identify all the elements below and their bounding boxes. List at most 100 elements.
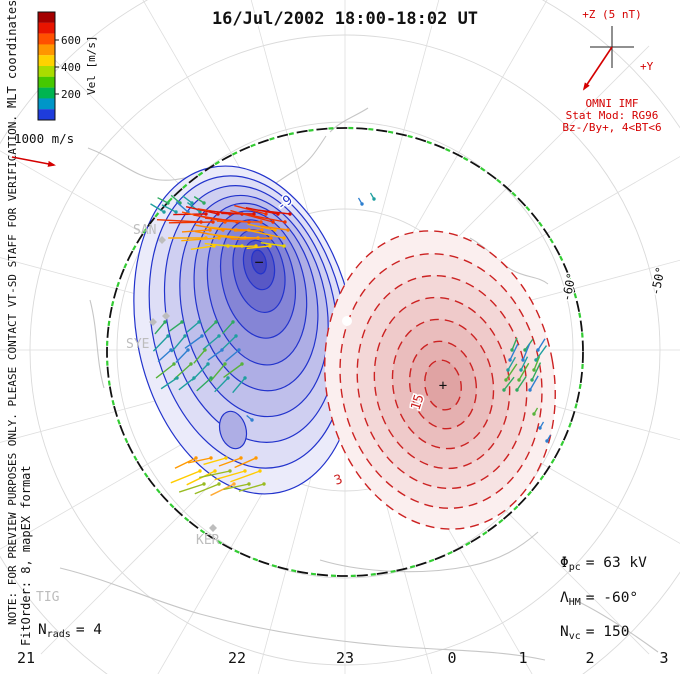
colorbar-segment (38, 87, 55, 99)
coastline (574, 599, 659, 653)
velocity-vector (246, 415, 253, 421)
potential-contour (424, 359, 462, 411)
velocity-vector (234, 457, 257, 469)
mlt-axis-label: 21 (17, 649, 35, 667)
velocity-vector (157, 197, 169, 204)
velocity-vector (196, 377, 212, 392)
velocity-vector (194, 483, 220, 495)
velocity-scale-arrow (11, 156, 56, 167)
mlt-axis-label: 23 (336, 649, 354, 667)
velocity-vector (216, 220, 262, 223)
velocity-vector (152, 335, 169, 352)
velocity-vector (222, 321, 234, 335)
colorbar-segment (38, 44, 55, 56)
colorbar-axis-label: Vel [m/s] (85, 35, 98, 95)
velocity-vector (182, 195, 193, 204)
mlt-axis: 21 22 23 0 1 2 3 (17, 649, 669, 667)
mlt-axis-label: 2 (585, 649, 594, 667)
station-label: SYE (126, 337, 149, 352)
colorbar-segment (38, 22, 55, 34)
stat-value: = -60° (586, 590, 638, 606)
velocity-vector (223, 363, 243, 378)
velocity-vector (539, 421, 545, 429)
colorbar-segment (38, 55, 55, 67)
velocity-vector (511, 337, 518, 351)
velocity-vector (260, 225, 289, 231)
hm-boundary-black-dashes (106, 127, 584, 577)
velocity-vector (199, 470, 231, 479)
coastline (319, 531, 539, 573)
fit-order-note: FitOrder: 8, mapEX format (19, 465, 33, 646)
station-label: KER (196, 533, 220, 548)
velocity-vector (230, 209, 274, 223)
velocity-vector (181, 237, 220, 242)
velocity-vector (209, 363, 226, 382)
imf-model-label: Stat Mod: RG96 (566, 109, 659, 122)
velocity-vector (247, 223, 276, 231)
velocity-vector (238, 483, 265, 492)
velocity-vector (214, 470, 246, 481)
mlt-axis-label: 3 (659, 649, 668, 667)
velocity-vector (160, 377, 178, 390)
stat-subscript: vc (569, 631, 581, 642)
velocity-vector (175, 349, 189, 364)
stat-subscript: pc (569, 562, 581, 573)
velocity-vector (203, 457, 227, 466)
velocity-vector (187, 457, 212, 464)
colorbar-segment (38, 12, 55, 23)
colorbar-tick-label: 200 (61, 88, 81, 101)
velocity-vector (170, 194, 181, 204)
velocity-vector (150, 203, 165, 213)
velocity-vector (190, 245, 215, 250)
velocity-vector (257, 209, 291, 215)
velocity-vector (210, 483, 235, 497)
preview-note: NOTE: FOR PREVIEW PURPOSES ONLY. PLEASE … (6, 115, 19, 625)
velocity-vector (518, 362, 530, 381)
phi-pc-stat: Φpc = 63 kV (560, 555, 647, 573)
stat-symbol: Λ (560, 590, 569, 606)
stat-value: = 150 (586, 624, 630, 640)
velocity-vector (178, 377, 195, 391)
velocity-vector (232, 245, 257, 248)
mlt-axis-label: 1 (518, 649, 527, 667)
velocity-vector (170, 470, 201, 484)
stat-subscript: rads (47, 629, 71, 640)
negative-potential-cell (133, 165, 357, 495)
velocity-vector (225, 349, 240, 362)
pole-marker (342, 316, 352, 326)
colorbar: 600 400 200 Vel [m/s] (37, 11, 98, 121)
coastline (89, 299, 105, 389)
stat-symbol: N (38, 622, 47, 638)
velocity-vector (156, 218, 202, 223)
hm-boundary (105, 126, 585, 578)
potential-minimum-sign: − (254, 253, 263, 271)
velocity-vector (155, 363, 175, 379)
velocity-vector (157, 349, 172, 363)
colorbar-segment (38, 33, 55, 45)
colorbar-tick-label: 400 (61, 61, 81, 74)
velocity-vector (233, 237, 272, 241)
station-marker (209, 524, 217, 532)
velocity-vector (204, 321, 217, 334)
colorbar-segment (38, 98, 55, 110)
colorbar-frame (37, 11, 56, 121)
red-contour-label-inner: 15 (409, 393, 428, 413)
velocity-vector (230, 470, 261, 483)
stat-value: = 63 kV (586, 555, 647, 571)
velocity-vector (178, 483, 205, 493)
velocity-vector (246, 229, 285, 239)
velocity-vector (223, 483, 250, 491)
velocity-vector (246, 245, 271, 250)
station-marker (149, 318, 157, 326)
velocity-vector (221, 212, 255, 215)
coastlines (59, 107, 659, 661)
potential-maximum-sign: + (439, 378, 447, 394)
velocity-vector (546, 434, 552, 442)
coastline (59, 567, 546, 661)
velocity-vector (207, 349, 223, 361)
stat-value: = 4 (76, 622, 102, 638)
imf-vector-arrow (582, 46, 613, 91)
stat-symbol: N (560, 624, 569, 640)
velocity-vector (193, 349, 206, 364)
